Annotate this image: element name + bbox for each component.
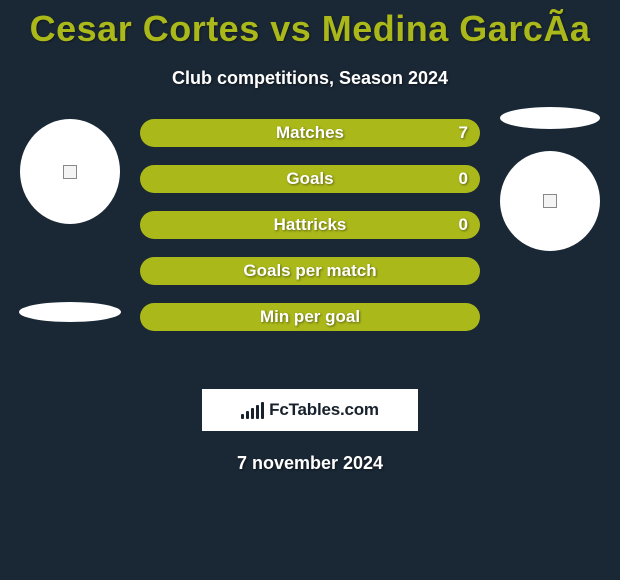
- stat-right-value: 0: [459, 215, 468, 235]
- bar-icon: [261, 402, 264, 419]
- page-title: Cesar Cortes vs Medina GarcÃ­a: [0, 0, 620, 50]
- subtitle: Club competitions, Season 2024: [0, 68, 620, 89]
- stat-right-value: 7: [459, 123, 468, 143]
- stat-right-value: 0: [459, 169, 468, 189]
- brand-logo: FcTables.com: [202, 389, 418, 431]
- bar-icon: [241, 414, 244, 419]
- date-line: 7 november 2024: [0, 453, 620, 474]
- player-left-shadow: [19, 302, 121, 322]
- stats-container: Matches 7 Goals 0 Hattricks 0 Goals per …: [140, 119, 480, 349]
- bar-icon: [256, 405, 259, 419]
- stat-label: Min per goal: [260, 307, 360, 327]
- stat-row-goals-per-match: Goals per match: [140, 257, 480, 285]
- stat-label: Goals per match: [243, 261, 376, 281]
- stat-label: Hattricks: [274, 215, 347, 235]
- stat-label: Goals: [286, 169, 333, 189]
- bar-icon: [251, 408, 254, 419]
- placeholder-icon: [543, 194, 557, 208]
- stat-row-hattricks: Hattricks 0: [140, 211, 480, 239]
- player-right-shadow: [500, 107, 600, 129]
- player-left-avatar: [20, 119, 120, 224]
- brand-text: FcTables.com: [269, 400, 379, 420]
- player-right-avatar: [500, 151, 600, 251]
- comparison-area: Matches 7 Goals 0 Hattricks 0 Goals per …: [0, 119, 620, 379]
- stat-row-goals: Goals 0: [140, 165, 480, 193]
- stat-row-min-per-goal: Min per goal: [140, 303, 480, 331]
- player-left-block: [10, 119, 130, 322]
- stat-label: Matches: [276, 123, 344, 143]
- placeholder-icon: [63, 165, 77, 179]
- bar-icon: [246, 411, 249, 419]
- player-right-block: [490, 107, 610, 251]
- stat-row-matches: Matches 7: [140, 119, 480, 147]
- bars-icon: [241, 401, 264, 419]
